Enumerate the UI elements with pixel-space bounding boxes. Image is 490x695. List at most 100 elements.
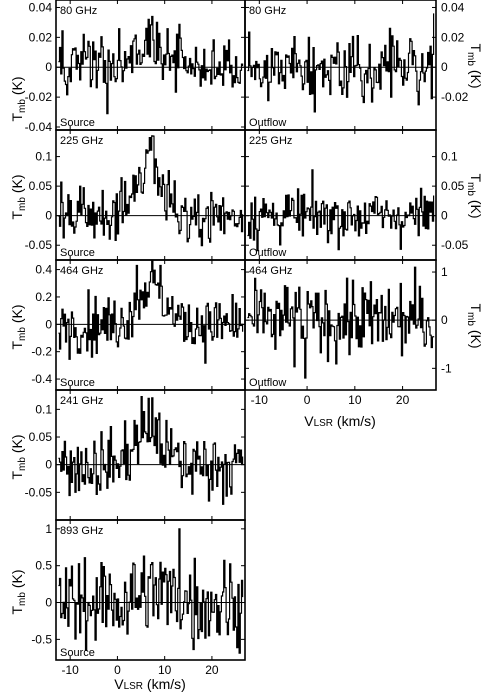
panel-frequency-label: 225 GHz	[60, 135, 103, 147]
panel-frame	[55, 519, 246, 661]
y-axis-title-main: T	[9, 341, 25, 350]
y-tick-label: 0.05	[29, 430, 53, 444]
panel-3: -0.05 0 0.05 0.1 225 GHz Outflow	[244, 129, 469, 261]
y-tick-label: 0	[45, 317, 52, 331]
y-tick-label: 0.02	[29, 30, 53, 44]
x-axis-title-main: V	[114, 676, 124, 692]
y-axis-title-main: T	[468, 173, 484, 182]
panel-frame	[55, 389, 246, 521]
y-axis-title-unit: (K)	[468, 66, 484, 89]
x-axis-title-left: VLSR (km/s)	[114, 676, 186, 692]
y-tick-label: -0.05	[25, 238, 53, 252]
y-tick-label: 0	[45, 596, 52, 610]
y-axis-title-row5: Tmb (K)	[9, 569, 28, 614]
x-axis-title-sub: LSR	[314, 418, 333, 429]
y-axis-title-unit: (K)	[9, 304, 25, 327]
y-tick-label: 0.04	[441, 0, 465, 14]
panel-position-label: Source	[60, 117, 95, 129]
panel-frequency-label: 464 GHz	[249, 265, 292, 277]
x-tick-label: 20	[205, 663, 219, 677]
y-axis-title-unit: (K)	[468, 196, 484, 219]
y-axis-title-unit: (K)	[9, 434, 25, 457]
y-tick-label: 0	[45, 209, 52, 223]
y-tick-label: 0	[441, 60, 448, 74]
panels: -0.04 -0.02 0 0.02 0.04 80 GHz Source -0.02 0 0.0…	[25, 0, 469, 677]
y-tick-label: 0.5	[35, 559, 52, 573]
y-tick-label: -0.5	[31, 632, 52, 646]
y-axis-title-row4: Tmb (K)	[9, 434, 28, 479]
y-axis-title-unit: (K)	[9, 174, 25, 197]
panel-0: -0.04 -0.02 0 0.02 0.04 80 GHz Source	[25, 0, 246, 134]
y-tick-label: 1	[45, 522, 52, 536]
x-axis-title-unit: (km/s)	[333, 413, 376, 429]
x-axis-title-right: VLSR (km/s)	[304, 413, 376, 429]
panel-position-label: Source	[60, 647, 95, 659]
panel-frequency-label: 893 GHz	[60, 525, 103, 537]
panel-position-label: Source	[60, 247, 95, 259]
x-tick-label: 10	[348, 393, 362, 407]
panel-position-label: Source	[60, 377, 95, 389]
y-axis-title-unit: (K)	[9, 569, 25, 592]
panel-frame	[55, 0, 246, 131]
x-tick-label: -10	[62, 663, 80, 677]
panel-frame	[244, 129, 437, 261]
spectrum-line	[247, 13, 435, 113]
y-tick-label: -0.04	[25, 120, 53, 134]
y-axis-title-sub: mb	[465, 312, 476, 326]
y-tick-label: 0.4	[35, 263, 52, 277]
panel-frame	[244, 259, 437, 391]
x-tick-label: 0	[114, 663, 121, 677]
x-axis-title-unit: (km/s)	[143, 676, 186, 692]
panel-frequency-label: 241 GHz	[60, 395, 103, 407]
y-axis-title-right-row3: Tmb (K)	[465, 303, 484, 348]
y-tick-label: -0.05	[441, 238, 469, 252]
y-axis-title-row1: Tmb (K)	[9, 76, 28, 121]
y-tick-label: -0.02	[441, 90, 469, 104]
y-tick-label: -0.05	[25, 485, 53, 499]
y-tick-label: 0	[441, 313, 448, 327]
y-axis-title-row3: Tmb (K)	[9, 304, 28, 349]
panel-position-label: Outflow	[249, 247, 286, 259]
x-tick-label: -10	[251, 393, 269, 407]
y-tick-label: 0.2	[35, 290, 52, 304]
panel-4: -0.4 -0.2 0 0.2 0.4 464 GHz Source	[31, 259, 246, 391]
spectrum-line	[58, 528, 244, 654]
panel-6: -0.05 0 0.05 0.1 241 GHz	[25, 389, 246, 521]
y-tick-label: 0.1	[441, 150, 458, 164]
panel-7: -0.5 0 0.5 1 -10 0 10 20 893 GHz Source	[31, 519, 246, 677]
y-axis-title-sub: mb	[17, 197, 28, 211]
spectrum-line	[58, 396, 244, 505]
y-tick-label: 1	[441, 265, 448, 279]
y-axis-title-sub: mb	[17, 457, 28, 471]
y-tick-label: 0.05	[29, 179, 53, 193]
panel-frequency-label: 80 GHz	[60, 5, 97, 17]
panel-frequency-label: 225 GHz	[249, 135, 292, 147]
y-tick-label: -0.02	[25, 90, 53, 104]
y-tick-label: 0.02	[441, 30, 465, 44]
y-tick-label: -0.2	[31, 345, 52, 359]
x-tick-label: 20	[396, 393, 410, 407]
panel-frequency-label: 464 GHz	[60, 265, 103, 277]
y-tick-label: 0.05	[441, 179, 465, 193]
y-axis-title-sub: mb	[17, 99, 28, 113]
x-tick-label: 0	[304, 393, 311, 407]
panel-position-label: Outflow	[249, 377, 286, 389]
y-tick-label: 0.1	[35, 402, 52, 416]
spectrum-line	[58, 15, 244, 115]
spectrum-line	[58, 260, 244, 364]
x-axis-title-sub: LSR	[124, 681, 143, 692]
y-axis-title-row2: Tmb (K)	[9, 174, 28, 219]
panel-frame	[244, 0, 437, 131]
y-axis-title-main: T	[9, 113, 25, 122]
y-axis-title-main: T	[9, 606, 25, 615]
y-axis-title-right-row2: Tmb (K)	[465, 173, 484, 218]
y-axis-title-main: T	[9, 471, 25, 480]
y-tick-label: -0.4	[31, 372, 52, 386]
y-axis-title-sub: mb	[465, 52, 476, 66]
y-axis-title-sub: mb	[465, 182, 476, 196]
panel-2: -0.05 0 0.05 0.1 225 GHz Source	[25, 129, 246, 261]
y-axis-title-main: T	[468, 303, 484, 312]
y-tick-label: 0	[45, 60, 52, 74]
